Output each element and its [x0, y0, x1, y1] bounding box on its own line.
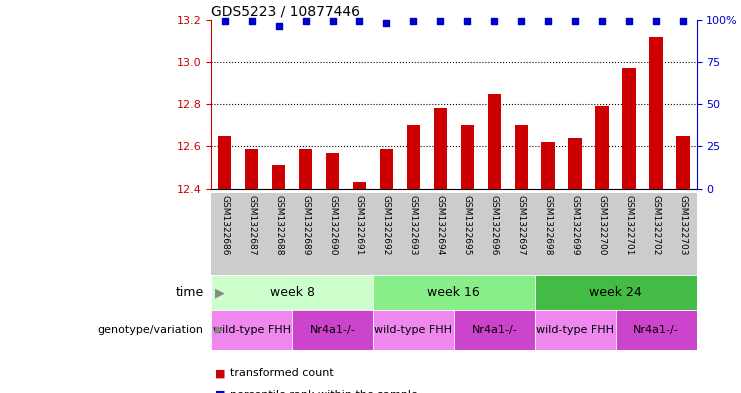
Bar [677, 136, 690, 189]
Text: Nr4a1-/-: Nr4a1-/- [471, 325, 517, 335]
Point [327, 18, 339, 24]
Point [381, 20, 393, 26]
Bar [649, 37, 663, 189]
Point [597, 18, 608, 24]
Text: GSM1322693: GSM1322693 [409, 195, 418, 255]
Point [623, 18, 635, 24]
Point [650, 18, 662, 24]
Bar [407, 125, 420, 189]
Text: GSM1322702: GSM1322702 [651, 195, 660, 255]
Bar [616, 310, 697, 350]
Text: ▶: ▶ [215, 325, 223, 335]
Text: GSM1322687: GSM1322687 [247, 195, 256, 255]
Bar [461, 125, 474, 189]
Text: percentile rank within the sample: percentile rank within the sample [230, 390, 418, 393]
Text: transformed count: transformed count [230, 368, 333, 378]
Bar [433, 108, 447, 189]
Bar [211, 275, 373, 310]
Point [488, 18, 500, 24]
Text: week 8: week 8 [270, 286, 315, 299]
Text: GSM1322697: GSM1322697 [516, 195, 526, 255]
Bar [245, 149, 259, 189]
Bar [326, 153, 339, 189]
Text: time: time [176, 286, 204, 299]
Text: Nr4a1-/-: Nr4a1-/- [634, 325, 679, 335]
Text: GSM1322695: GSM1322695 [463, 195, 472, 255]
Bar [535, 275, 697, 310]
Bar [292, 310, 373, 350]
Text: ■: ■ [215, 368, 225, 378]
Text: GSM1322691: GSM1322691 [355, 195, 364, 255]
Text: wild-type FHH: wild-type FHH [374, 325, 453, 335]
Text: ▶: ▶ [215, 286, 225, 299]
Point [219, 18, 230, 24]
Text: GSM1322699: GSM1322699 [571, 195, 579, 255]
Text: week 16: week 16 [428, 286, 480, 299]
Point [542, 18, 554, 24]
Bar [535, 310, 616, 350]
Bar [379, 149, 393, 189]
Text: GSM1322692: GSM1322692 [382, 195, 391, 255]
Text: GSM1322694: GSM1322694 [436, 195, 445, 255]
Point [434, 18, 446, 24]
Point [515, 18, 527, 24]
Text: wild-type FHH: wild-type FHH [213, 325, 290, 335]
Text: GSM1322696: GSM1322696 [490, 195, 499, 255]
Bar [299, 149, 312, 189]
Text: GSM1322703: GSM1322703 [679, 195, 688, 255]
Point [677, 18, 689, 24]
Bar [373, 275, 535, 310]
Bar [622, 68, 636, 189]
Point [299, 18, 311, 24]
Text: GDS5223 / 10877446: GDS5223 / 10877446 [211, 4, 360, 18]
Bar [218, 136, 231, 189]
Bar [353, 182, 366, 189]
Bar [514, 125, 528, 189]
Point [246, 18, 258, 24]
Text: genotype/variation: genotype/variation [98, 325, 204, 335]
Point [569, 18, 581, 24]
Bar [453, 310, 535, 350]
Point [408, 18, 419, 24]
Text: ■: ■ [215, 390, 225, 393]
Bar [542, 142, 555, 189]
Text: GSM1322701: GSM1322701 [625, 195, 634, 255]
Bar [272, 165, 285, 189]
Text: Nr4a1-/-: Nr4a1-/- [310, 325, 356, 335]
Text: GSM1322698: GSM1322698 [544, 195, 553, 255]
Bar [211, 310, 292, 350]
Point [273, 23, 285, 29]
Text: GSM1322686: GSM1322686 [220, 195, 229, 255]
Text: GSM1322688: GSM1322688 [274, 195, 283, 255]
Text: GSM1322689: GSM1322689 [301, 195, 310, 255]
Point [353, 18, 365, 24]
Point [462, 18, 473, 24]
Text: GSM1322700: GSM1322700 [598, 195, 607, 255]
Bar [373, 310, 453, 350]
Bar [596, 106, 609, 189]
Bar [488, 94, 501, 189]
Text: wild-type FHH: wild-type FHH [536, 325, 614, 335]
Bar [568, 138, 582, 189]
Text: week 24: week 24 [589, 286, 642, 299]
Text: GSM1322690: GSM1322690 [328, 195, 337, 255]
